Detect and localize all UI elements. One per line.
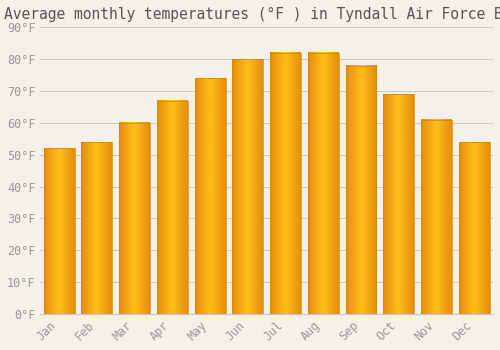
Bar xyxy=(346,65,376,314)
Bar xyxy=(119,123,150,314)
Bar xyxy=(194,78,226,314)
Bar xyxy=(44,148,74,314)
Bar xyxy=(384,94,414,314)
Bar xyxy=(270,53,301,314)
Title: Average monthly temperatures (°F ) in Tyndall Air Force Base: Average monthly temperatures (°F ) in Ty… xyxy=(4,7,500,22)
Bar xyxy=(421,120,452,314)
Bar xyxy=(308,53,338,314)
Bar xyxy=(458,142,490,314)
Bar xyxy=(232,59,264,314)
Bar xyxy=(82,142,112,314)
Bar xyxy=(157,100,188,314)
